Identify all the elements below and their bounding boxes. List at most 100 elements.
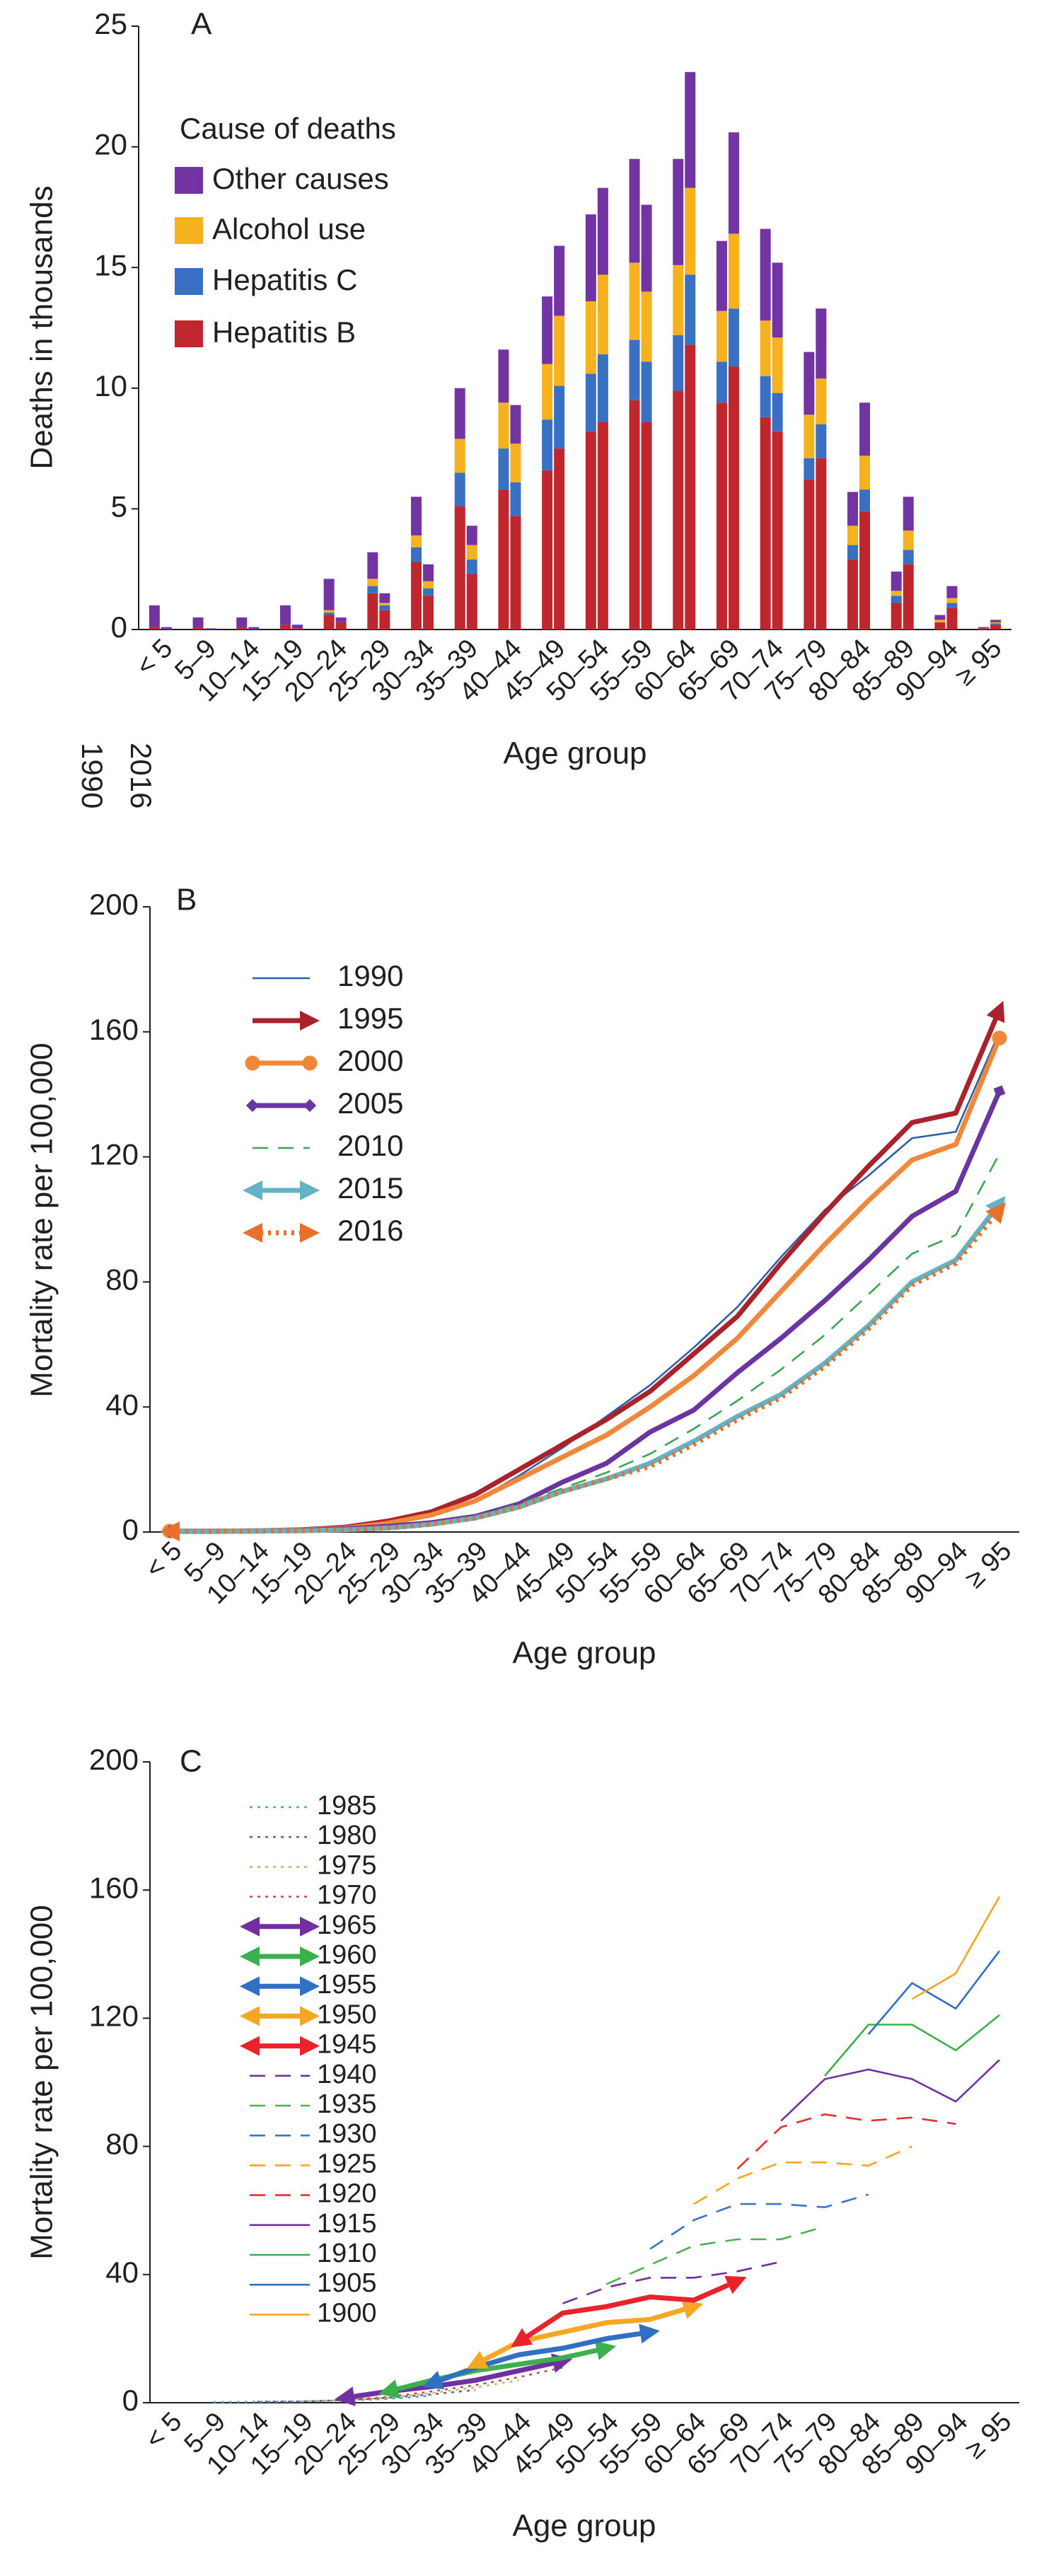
bar-segment — [903, 497, 914, 531]
bar-segment — [149, 605, 160, 627]
bar-segment — [379, 605, 390, 610]
bar-segment — [423, 581, 434, 588]
x-tick-label: ≥ 95 — [960, 1536, 1018, 1594]
bar-segment — [367, 552, 378, 579]
bar-segment — [597, 422, 608, 630]
bar-segment — [859, 511, 871, 630]
bar-segment — [323, 610, 335, 613]
bar-segment — [728, 308, 739, 367]
bar-segment — [510, 443, 521, 482]
bar-segment — [716, 311, 727, 362]
series-line — [562, 2261, 782, 2304]
bar-segment — [629, 340, 640, 400]
y-tick-label: 0 — [122, 2384, 139, 2417]
bar-segment — [641, 361, 652, 422]
legend-label: 1935 — [317, 2089, 377, 2119]
bar-segment — [423, 588, 434, 596]
bar-segment — [498, 402, 509, 449]
bar-segment — [847, 526, 859, 545]
series-line — [693, 2145, 913, 2205]
bar-segment — [641, 291, 652, 362]
bar-segment — [903, 564, 914, 630]
y-tick-label: 160 — [89, 1013, 139, 1046]
y-tick-label: 25 — [94, 7, 127, 40]
y-tick-label: 10 — [94, 369, 127, 402]
bar-segment — [934, 620, 946, 622]
y-tick-label: 0 — [122, 1513, 139, 1546]
legend-swatch — [175, 167, 203, 194]
bar-segment — [542, 470, 553, 630]
series-line — [170, 1001, 1005, 1534]
bar-segment — [323, 615, 335, 630]
bar-segment — [804, 414, 815, 458]
bar-segment — [629, 262, 640, 340]
legend-label: 1925 — [317, 2149, 377, 2178]
bar-segment — [236, 627, 248, 630]
legend-label: 1905 — [317, 2268, 377, 2298]
y-tick-label: 160 — [89, 1871, 139, 1904]
bar-segment — [716, 240, 727, 311]
bar-segment — [585, 373, 596, 432]
bar-segment — [597, 187, 608, 275]
legend-label: 2016 — [337, 1214, 403, 1247]
bar-segment — [466, 545, 477, 560]
bar-segment — [367, 593, 378, 630]
series-line — [780, 2059, 1000, 2122]
legend-label: 1915 — [317, 2209, 377, 2239]
legend-label: 1940 — [317, 2060, 377, 2089]
bar-segment — [760, 320, 771, 376]
bar-segment — [673, 265, 684, 335]
series-line — [649, 2193, 869, 2250]
legend-swatch — [175, 268, 203, 295]
bar-segment — [597, 354, 608, 422]
series-line — [736, 2113, 956, 2170]
bar-segment — [816, 458, 827, 630]
bar-segment — [685, 274, 696, 345]
bar-segment — [466, 574, 477, 630]
bar-segment — [847, 559, 859, 630]
bar-segment — [847, 545, 859, 560]
y-axis-title: Mortality rate per 100,000 — [25, 1905, 59, 2259]
legend-label: 2005 — [337, 1086, 403, 1120]
bar-segment — [934, 615, 946, 620]
bar-segment — [454, 388, 465, 439]
bar-segment — [323, 579, 335, 610]
bar-segment — [946, 598, 958, 603]
bar-label: 1990 — [76, 743, 109, 808]
x-tick-label: < 5 — [131, 634, 179, 682]
bar-segment — [542, 364, 553, 420]
bar-segment — [891, 603, 902, 630]
bar-segment — [629, 158, 640, 263]
series-line — [605, 2225, 825, 2285]
bar-segment — [379, 610, 390, 630]
bar-segment — [204, 628, 216, 630]
bar-segment — [772, 431, 783, 630]
legend-label: 1945 — [317, 2030, 377, 2060]
bar-segment — [859, 489, 871, 511]
bar-segment — [946, 586, 958, 598]
bar-segment — [685, 187, 696, 275]
legend-swatch — [175, 217, 203, 244]
bar-segment — [291, 625, 303, 629]
legend-label: 1995 — [337, 1002, 403, 1035]
legend-label: 1930 — [317, 2119, 377, 2149]
bar-segment — [946, 603, 958, 608]
bar-segment — [554, 448, 565, 630]
legend-title: Cause of deaths — [180, 112, 396, 145]
legend-label: 1985 — [317, 1791, 377, 1821]
bar-segment — [891, 572, 902, 591]
legend-label: 2000 — [337, 1044, 403, 1077]
bar-segment — [411, 562, 422, 630]
bar-segment — [629, 400, 640, 630]
bar-segment — [554, 385, 565, 449]
x-axis-title: Age group — [503, 736, 646, 771]
bar-segment — [248, 627, 260, 630]
bar-segment — [454, 439, 465, 473]
bar-segment — [978, 627, 990, 629]
legend-label: Hepatitis B — [212, 315, 356, 349]
x-tick-label: < 5 — [140, 1536, 188, 1584]
series-line — [160, 1202, 1006, 1542]
legend-label: 1950 — [317, 2000, 377, 2029]
bar-segment — [510, 405, 521, 444]
